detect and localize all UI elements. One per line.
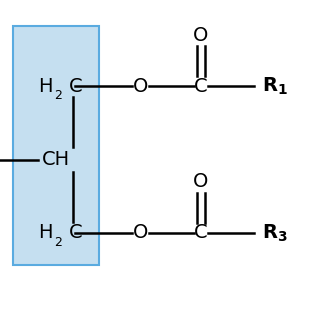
Text: 2: 2 (54, 236, 62, 249)
Text: 2: 2 (54, 89, 62, 102)
Text: H: H (38, 223, 53, 242)
Text: $\mathbf{R_1}$: $\mathbf{R_1}$ (262, 76, 287, 97)
Text: O: O (133, 223, 148, 242)
Text: $\mathbf{R_3}$: $\mathbf{R_3}$ (262, 222, 287, 243)
Text: O: O (193, 26, 209, 45)
Bar (13, 26, 99, 265)
Text: C: C (69, 223, 82, 242)
Text: C: C (194, 223, 208, 242)
Text: C: C (194, 77, 208, 96)
Text: O: O (133, 77, 148, 96)
Text: H: H (38, 77, 53, 96)
Text: CH: CH (42, 150, 70, 169)
Text: C: C (69, 77, 82, 96)
Text: O: O (193, 172, 209, 191)
